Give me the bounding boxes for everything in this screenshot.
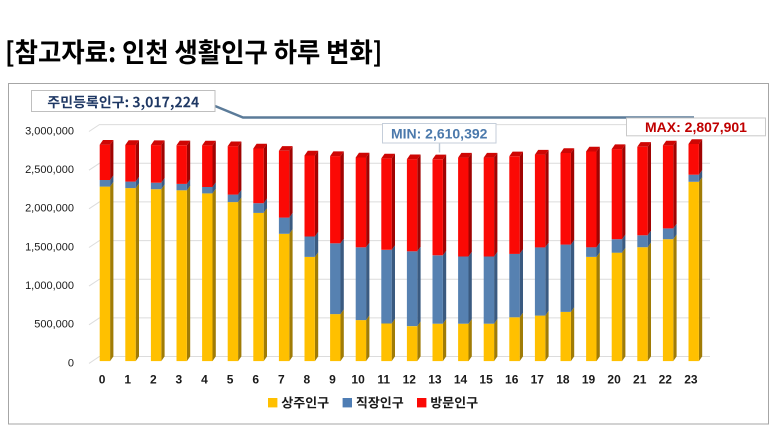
svg-text:5: 5 xyxy=(227,373,234,387)
svg-text:1: 1 xyxy=(124,373,131,387)
svg-text:11: 11 xyxy=(377,373,390,387)
svg-text:3: 3 xyxy=(176,373,183,387)
svg-text:6: 6 xyxy=(252,373,259,387)
svg-text:MIN: 2,610,392: MIN: 2,610,392 xyxy=(391,125,488,141)
svg-text:10: 10 xyxy=(351,373,365,387)
svg-text:7: 7 xyxy=(278,373,285,387)
svg-text:1,000,000: 1,000,000 xyxy=(25,280,74,292)
svg-text:19: 19 xyxy=(582,373,596,387)
svg-text:2,000,000: 2,000,000 xyxy=(25,203,74,215)
svg-text:MAX: 2,807,901: MAX: 2,807,901 xyxy=(645,119,747,135)
svg-text:12: 12 xyxy=(403,373,417,387)
svg-text:18: 18 xyxy=(556,373,570,387)
svg-text:17: 17 xyxy=(531,373,545,387)
svg-text:21: 21 xyxy=(633,373,647,387)
svg-text:8: 8 xyxy=(304,373,311,387)
svg-text:13: 13 xyxy=(428,373,442,387)
svg-text:0: 0 xyxy=(99,373,106,387)
svg-text:23: 23 xyxy=(684,373,698,387)
svg-text:3,000,000: 3,000,000 xyxy=(25,125,74,137)
svg-text:2: 2 xyxy=(150,373,157,387)
svg-text:16: 16 xyxy=(505,373,519,387)
svg-text:1,500,000: 1,500,000 xyxy=(25,241,74,253)
svg-text:9: 9 xyxy=(329,373,336,387)
svg-text:2,500,000: 2,500,000 xyxy=(25,164,74,176)
svg-text:20: 20 xyxy=(607,373,621,387)
svg-text:4: 4 xyxy=(201,373,208,387)
svg-text:0: 0 xyxy=(68,357,74,369)
svg-text:15: 15 xyxy=(479,373,493,387)
svg-text:22: 22 xyxy=(659,373,673,387)
svg-text:500,000: 500,000 xyxy=(34,319,74,331)
svg-text:14: 14 xyxy=(454,373,468,387)
